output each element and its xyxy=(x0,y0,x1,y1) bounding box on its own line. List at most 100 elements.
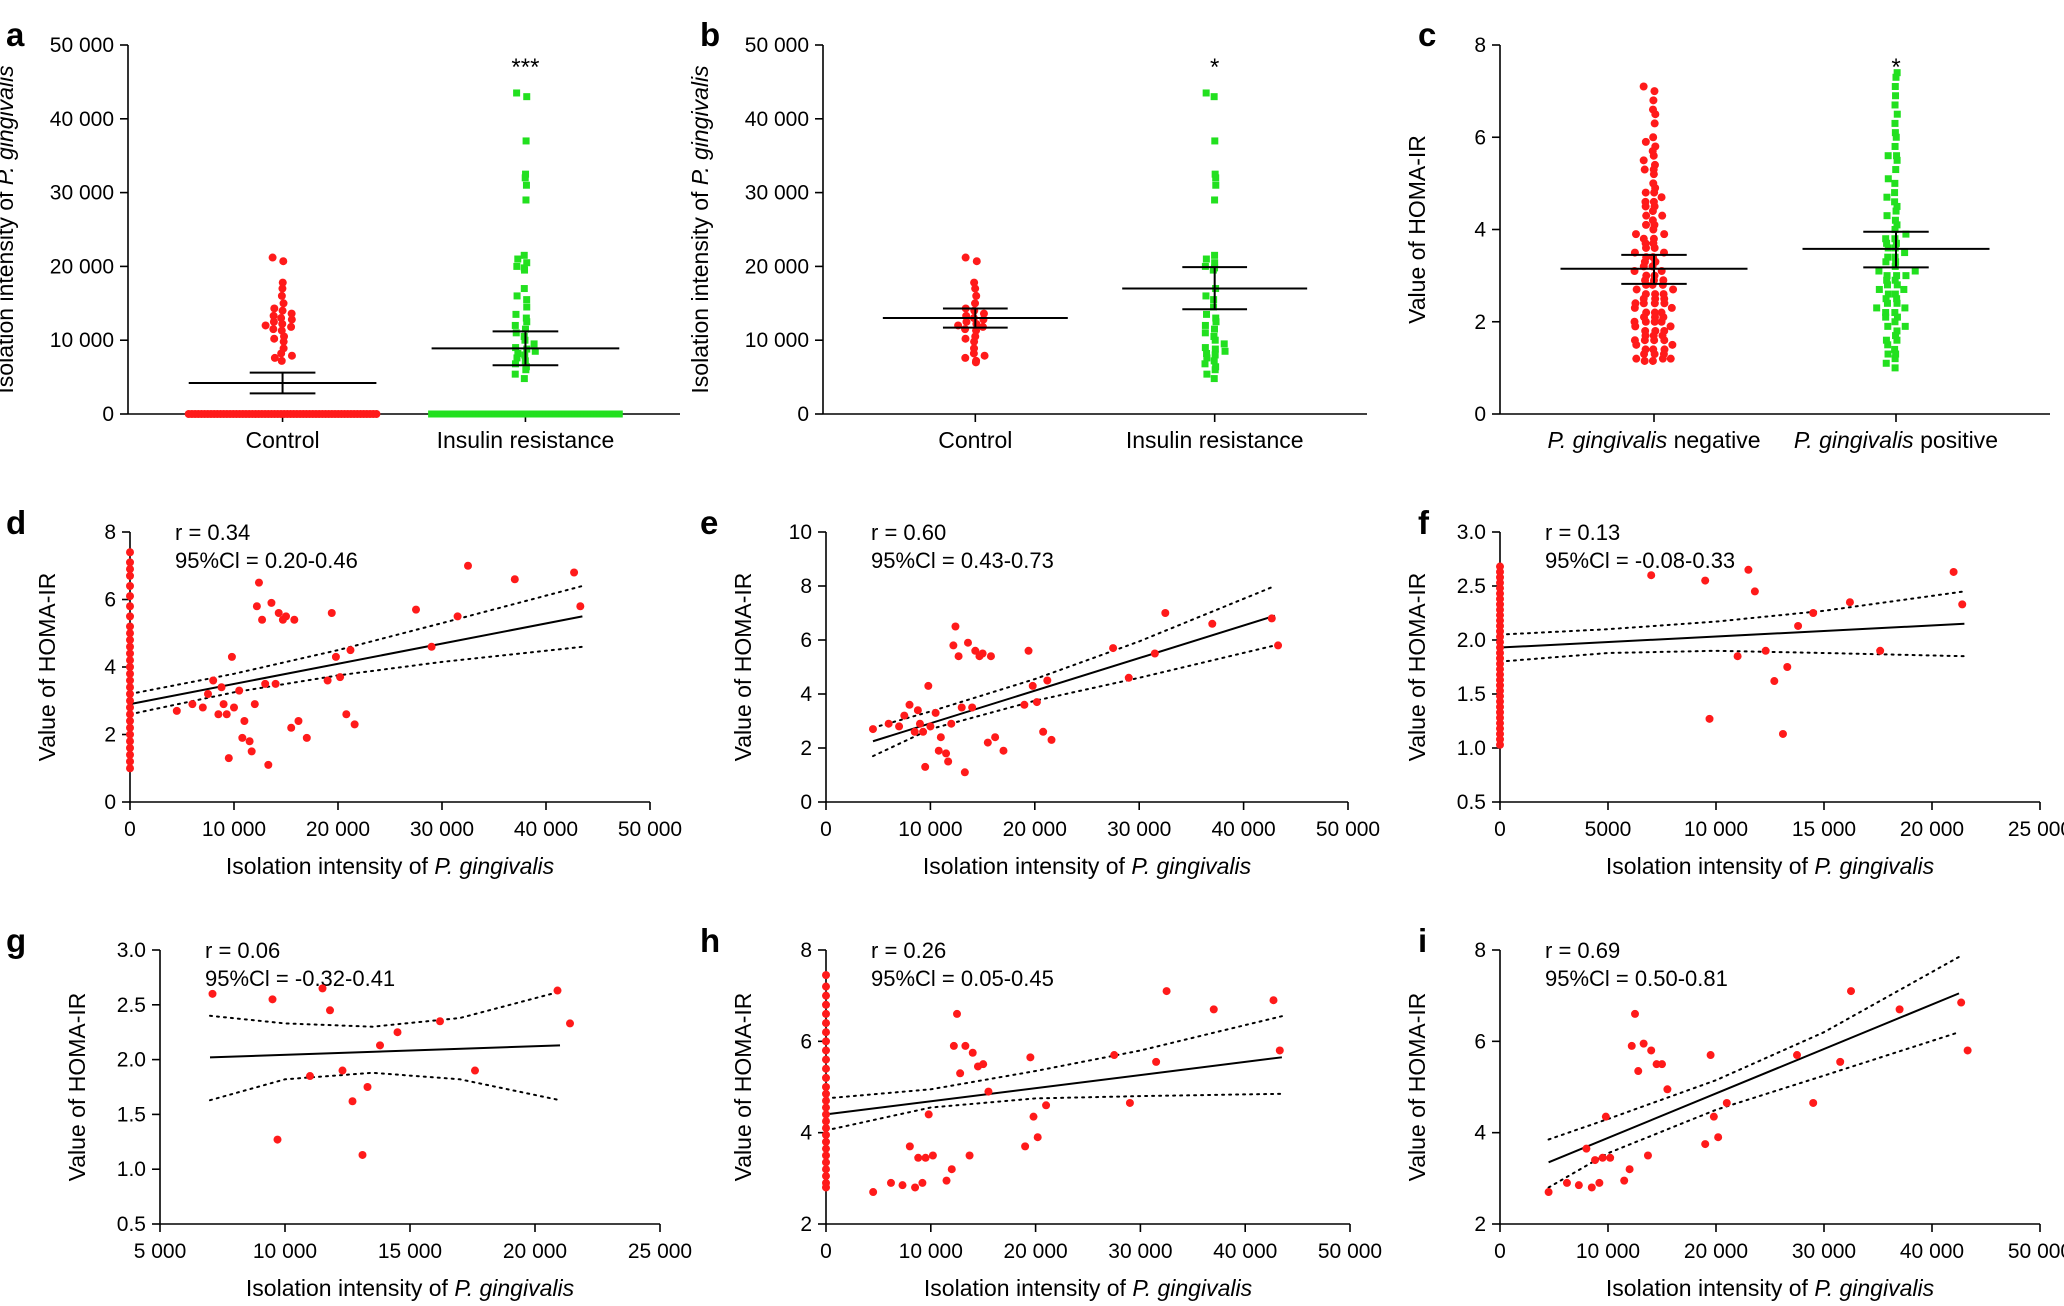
data-point xyxy=(126,548,134,557)
data-point xyxy=(910,727,919,736)
data-point xyxy=(1778,729,1787,738)
data-point xyxy=(1902,272,1910,280)
data-point xyxy=(961,325,970,334)
data-point xyxy=(172,706,181,715)
data-point xyxy=(1750,587,1759,596)
data-point xyxy=(1882,359,1890,367)
data-point xyxy=(919,727,928,736)
data-point xyxy=(1274,641,1283,650)
data-point xyxy=(979,309,988,318)
x-tick-label: 15 000 xyxy=(378,1240,442,1263)
data-point xyxy=(279,337,288,346)
confidence-band-upper xyxy=(825,1015,1283,1100)
data-point xyxy=(287,315,296,324)
data-point xyxy=(512,310,520,318)
data-point xyxy=(1884,152,1892,160)
y-tick-label: 20 000 xyxy=(745,255,809,278)
data-point xyxy=(1639,82,1648,91)
data-point xyxy=(1884,253,1892,261)
y-tick-label: 4 xyxy=(1474,219,1486,242)
category-label: Insulin resistance xyxy=(437,427,615,453)
data-point xyxy=(126,649,134,658)
data-point xyxy=(1891,198,1899,206)
data-point xyxy=(1212,318,1220,326)
data-point xyxy=(1210,325,1218,333)
y-tick-label: 4 xyxy=(1474,1122,1486,1145)
data-point xyxy=(1211,351,1219,359)
y-tick-label: 0.5 xyxy=(1457,791,1486,814)
data-point xyxy=(267,598,276,607)
data-point xyxy=(1891,364,1899,372)
data-point xyxy=(918,1178,927,1187)
x-tick-label: 30 000 xyxy=(1108,1240,1172,1263)
data-point xyxy=(287,351,296,360)
panel-letter-h: h xyxy=(700,922,720,959)
data-point xyxy=(1902,230,1910,238)
data-point xyxy=(1650,119,1659,128)
data-point xyxy=(991,733,1000,742)
data-point xyxy=(208,989,217,998)
stat-ci: 95%Cl = 0.50-0.81 xyxy=(1545,966,1728,991)
data-point xyxy=(222,710,231,719)
confidence-band-upper xyxy=(1547,955,1960,1141)
data-point xyxy=(1039,727,1048,736)
data-point xyxy=(126,703,134,712)
data-point xyxy=(521,325,529,333)
data-point xyxy=(513,292,521,300)
data-point xyxy=(822,1037,830,1046)
data-point xyxy=(1639,294,1648,303)
data-point xyxy=(1809,609,1818,617)
data-point xyxy=(250,700,259,709)
x-tick-label: 15 000 xyxy=(1792,818,1856,841)
data-point xyxy=(1891,355,1899,363)
data-point xyxy=(1883,272,1891,280)
data-point xyxy=(126,571,134,580)
y-tick-label: 6 xyxy=(1474,1030,1486,1053)
stat-r: r = 0.34 xyxy=(175,520,250,545)
significance-marker: * xyxy=(1210,54,1219,81)
data-point xyxy=(277,349,286,358)
data-point xyxy=(126,730,134,739)
data-point xyxy=(278,278,287,287)
data-point xyxy=(822,1137,830,1146)
data-point xyxy=(971,358,980,367)
category-label-part: P. gingivalis xyxy=(1547,427,1667,453)
data-point xyxy=(1631,230,1640,239)
data-point xyxy=(931,708,940,717)
confidence-band-lower xyxy=(209,1071,561,1102)
stat-ci: 95%Cl = -0.08-0.33 xyxy=(1545,548,1735,573)
data-point xyxy=(1893,313,1901,321)
data-point xyxy=(921,762,930,771)
y-axis-label: Value of HOMA-IR xyxy=(1404,993,1430,1182)
data-point xyxy=(522,196,530,204)
data-point xyxy=(217,683,226,692)
data-point xyxy=(520,285,528,293)
data-point xyxy=(1891,216,1899,224)
data-point xyxy=(326,1006,334,1015)
data-point xyxy=(126,582,134,590)
data-point xyxy=(868,725,877,734)
data-point xyxy=(1884,322,1892,330)
data-point xyxy=(530,340,538,348)
data-point xyxy=(1893,69,1901,77)
regression-line xyxy=(209,1044,561,1059)
data-point xyxy=(1650,350,1659,359)
data-point xyxy=(1957,998,1966,1007)
y-tick-label: 8 xyxy=(1474,34,1486,57)
data-point xyxy=(1587,1183,1596,1192)
data-point xyxy=(822,1028,830,1037)
x-tick-label: 0 xyxy=(820,1240,832,1263)
x-axis-label-part: Isolation intensity of xyxy=(1606,1275,1814,1301)
y-tick-label: 6 xyxy=(800,629,812,652)
data-point xyxy=(1211,251,1219,259)
x-tick-label: 20 000 xyxy=(306,818,370,841)
data-point xyxy=(822,1083,830,1091)
data-point xyxy=(1208,619,1217,628)
data-point xyxy=(1895,1005,1904,1014)
data-point xyxy=(436,1017,444,1026)
data-point xyxy=(970,337,979,346)
data-point xyxy=(290,615,299,624)
data-point xyxy=(957,703,966,712)
data-point xyxy=(240,717,249,725)
data-point xyxy=(1642,220,1651,229)
